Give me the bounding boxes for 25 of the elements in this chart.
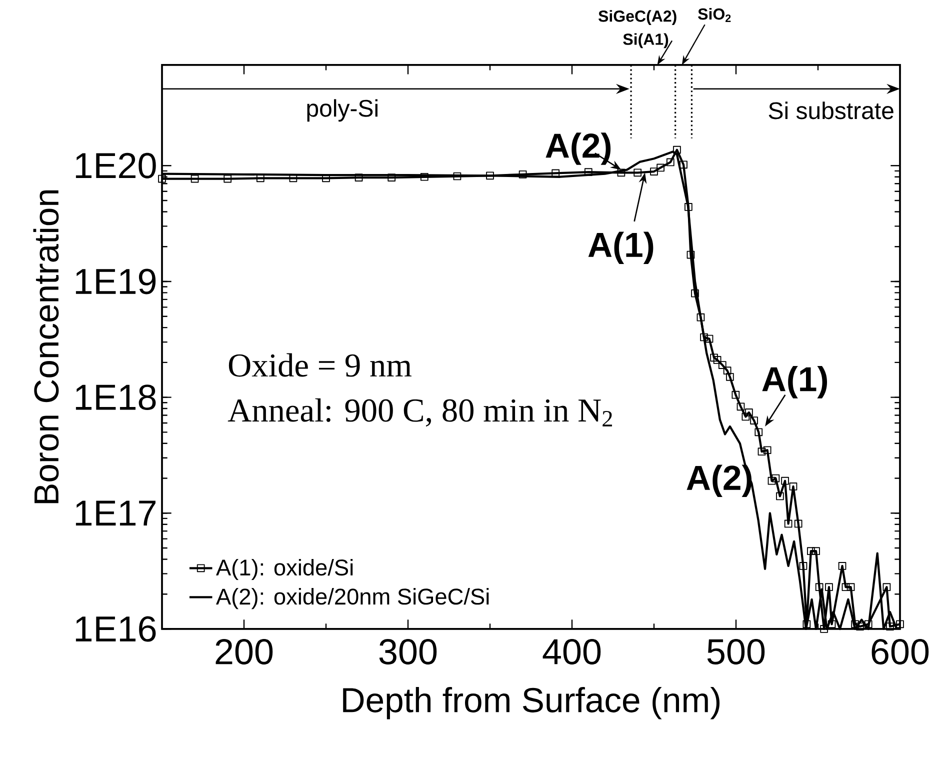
x-tick-label: 500 (707, 639, 765, 664)
annotation: A(2) (546, 132, 611, 165)
text: SiGeC(A2) (598, 10, 676, 25)
text: Si(A1) (623, 33, 668, 48)
x-tick-label: 300 (379, 639, 437, 664)
annotation: poly-Si (307, 99, 378, 122)
y-axis-title: Boron Concentration (33, 190, 59, 504)
x-axis-title: Depth from Surface (nm) (343, 686, 720, 720)
annotation: Oxide = 9 nm (228, 353, 412, 377)
x-tick-label: 400 (542, 639, 601, 664)
x-tick-label: 600 (872, 639, 929, 664)
text: SiO$_{2}$ (698, 8, 731, 22)
legend-label: A(2): oxide/20nm SiGeC/Si (216, 588, 489, 610)
annotation: Si substrate (768, 102, 894, 120)
y-tick-label: 1E19 (76, 268, 156, 294)
annotation: A(1) (762, 366, 828, 398)
x-tick-label: 200 (216, 639, 273, 664)
legend-label: A(1): oxide/Si (216, 558, 353, 580)
y-tick-label: 1E20 (76, 152, 156, 178)
annotation: A(2) (686, 464, 752, 498)
y-tick-label: 1E18 (76, 384, 156, 410)
y-tick-label: 1E17 (76, 500, 156, 526)
annotation: Anneal: 900 C, 80 min in N$_{2}$ (228, 398, 612, 427)
annotation: A(1) (588, 232, 654, 264)
y-tick-label: 1E16 (76, 616, 156, 642)
